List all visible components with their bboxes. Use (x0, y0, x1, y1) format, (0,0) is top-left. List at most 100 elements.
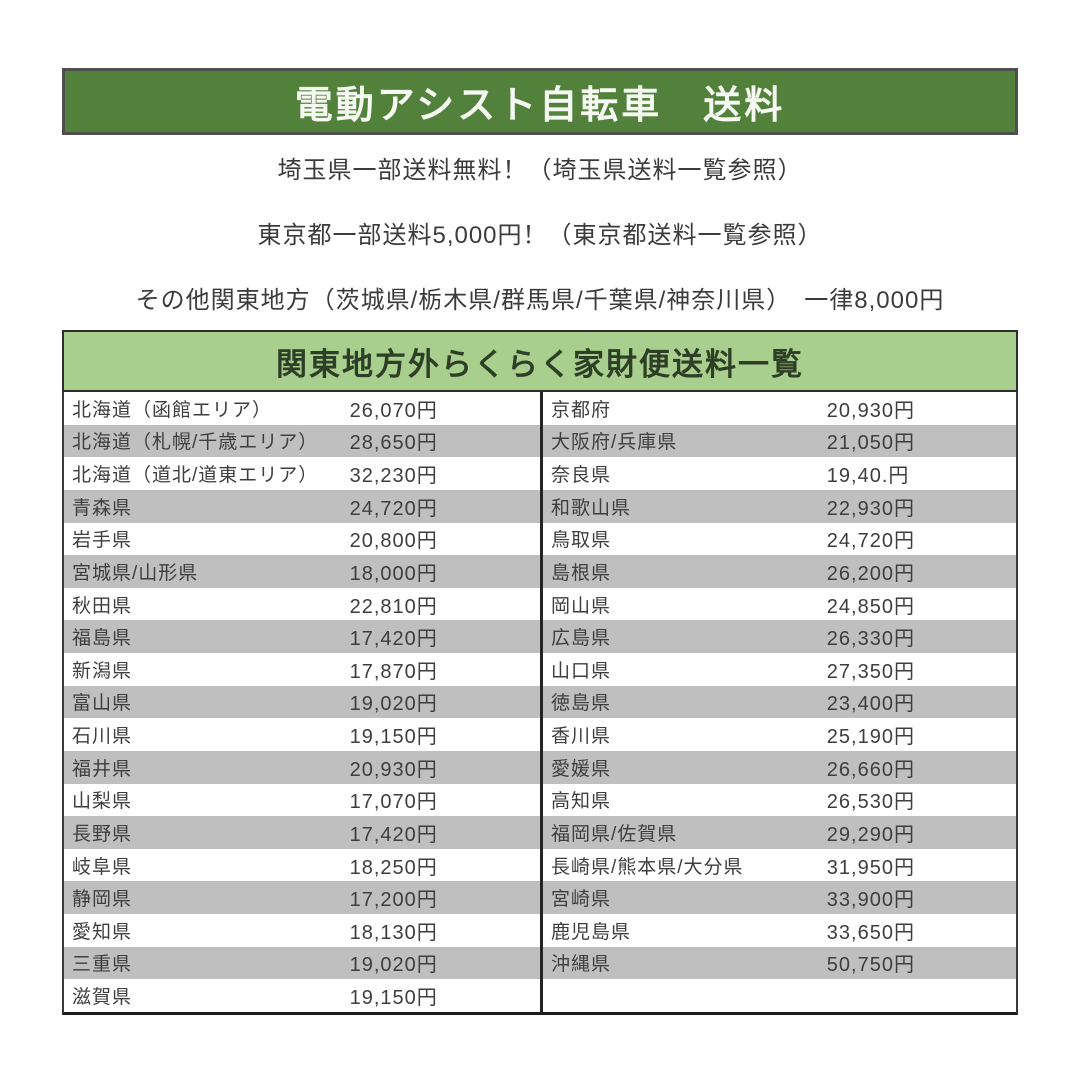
notice-kanto-other: その他関東地方（茨城県/栃木県/群馬県/千葉県/神奈川県） 一律8,000円 (135, 287, 945, 314)
price-value: 26,660円 (826, 758, 915, 781)
price-value: 31,950円 (826, 856, 915, 879)
price-value: 18,250円 (349, 856, 438, 879)
region-label: 宮城県/山形県 (72, 562, 199, 584)
main-header: 電動アシスト自転車 送料 (62, 68, 1018, 135)
region-label: 岩手県 (72, 530, 133, 552)
price-value: 19,40.円 (826, 465, 910, 488)
region-label: 高知県 (551, 791, 612, 813)
region-label: 沖縄県 (551, 954, 612, 976)
table-row: 秋田県 22,810円 (64, 587, 540, 621)
price-value: 17,870円 (349, 660, 438, 683)
table-row: 長崎県/熊本県/大分県 31,950円 (543, 848, 1016, 882)
table-row: 石川県 19,150円 (64, 718, 540, 751)
table-row: 大阪府/兵庫県 21,050円 (543, 424, 1016, 458)
region-label: 福島県 (72, 628, 133, 650)
table-row: 福岡県/佐賀県 29,290円 (543, 816, 1016, 849)
table-row: 岡山県 24,850円 (543, 587, 1016, 621)
table-row: 岩手県 20,800円 (64, 522, 540, 556)
region-label: 愛媛県 (551, 758, 612, 780)
region-label: 北海道（道北/道東エリア） (72, 465, 319, 487)
price-value: 24,850円 (826, 595, 915, 618)
table-right-column: 京都府 20,930円 大阪府/兵庫県 21,050円奈良県 19,40.円和歌山県 22… (540, 392, 1016, 1012)
table-row: 宮崎県 33,900円 (543, 881, 1016, 914)
price-value: 22,810円 (349, 595, 438, 618)
region-label: 岐阜県 (72, 856, 133, 878)
price-value: 26,330円 (826, 628, 915, 651)
region-label: 宮崎県 (551, 889, 612, 911)
region-label: 山梨県 (72, 791, 133, 813)
region-label: 和歌山県 (551, 497, 632, 519)
price-value: 24,720円 (826, 530, 915, 553)
price-value: 22,930円 (826, 497, 915, 520)
price-value: 20,930円 (826, 399, 915, 422)
region-label: 愛知県 (72, 921, 133, 943)
table-title: 関東地方外らくらく家財便送料一覧 (276, 346, 804, 382)
price-value: 24,720円 (349, 497, 438, 520)
table-row: 香川県 25,190円 (543, 718, 1016, 751)
price-value: 20,930円 (349, 758, 438, 781)
region-label: 徳島県 (551, 693, 612, 715)
table-row: 奈良県 19,40.円 (543, 457, 1016, 490)
price-value: 18,000円 (349, 562, 438, 585)
price-value: 20,800円 (349, 530, 438, 553)
price-value: 17,200円 (349, 889, 438, 912)
table-row: 静岡県 17,200円 (64, 881, 540, 914)
region-label: 京都府 (551, 399, 612, 421)
shipping-fee-table: 北海道（函館エリア） 26,070円 北海道（札幌/千歳エリア） 28,650円北海道… (62, 392, 1018, 1015)
region-label: 島根県 (551, 562, 612, 584)
price-value: 19,020円 (349, 693, 438, 716)
region-label: 富山県 (72, 693, 133, 715)
table-row: 滋賀県 19,150円 (64, 979, 540, 1012)
region-label: 香川県 (551, 726, 612, 748)
table-row: 京都府 20,930円 (543, 392, 1016, 425)
price-value: 50,750円 (826, 954, 915, 977)
table-row: 北海道（札幌/千歳エリア） 28,650円 (64, 424, 540, 458)
content-area: 電動アシスト自転車 送料 埼玉県一部送料無料！（埼玉県送料一覧参照） 東京都一部… (62, 68, 1018, 1015)
price-value: 26,200円 (826, 562, 915, 585)
price-value: 18,130円 (349, 921, 438, 944)
page-title: 電動アシスト自転車 送料 (294, 85, 786, 127)
table-row: 長野県 17,420円 (64, 816, 540, 849)
price-value: 28,650円 (349, 432, 438, 455)
price-value: 19,150円 (349, 726, 438, 749)
table-header: 関東地方外らくらく家財便送料一覧 (62, 330, 1018, 392)
region-label: 秋田県 (72, 595, 133, 617)
table-row: 高知県 26,530円 (543, 783, 1016, 817)
price-value: 21,050円 (826, 432, 915, 455)
price-value: 27,350円 (826, 660, 915, 683)
region-label: 新潟県 (72, 660, 133, 682)
table-row: 和歌山県 22,930円 (543, 489, 1016, 523)
price-value: 23,400円 (826, 693, 915, 716)
region-label: 鳥取県 (551, 530, 612, 552)
price-value: 17,420円 (349, 628, 438, 651)
table-row: 鳥取県 24,720円 (543, 522, 1016, 556)
table-row: 鹿児島県 33,650円 (543, 914, 1016, 947)
table-row: 青森県 24,720円 (64, 489, 540, 523)
region-label: 青森県 (72, 497, 133, 519)
price-value: 17,070円 (349, 791, 438, 814)
table-row: 徳島県 23,400円 (543, 685, 1016, 719)
region-label: 山口県 (551, 660, 612, 682)
table-row: 岐阜県 18,250円 (64, 848, 540, 882)
region-label: 北海道（函館エリア） (72, 399, 273, 421)
table-row: 新潟県 17,870円 (64, 653, 540, 686)
table-row: 山梨県 17,070円 (64, 783, 540, 817)
price-value: 29,290円 (826, 823, 915, 846)
region-label: 奈良県 (551, 465, 612, 487)
table-row: 沖縄県 50,750円 (543, 946, 1016, 980)
price-value: 33,650円 (826, 921, 915, 944)
table-row: 富山県 19,020円 (64, 685, 540, 719)
table-row: 福島県 17,420円 (64, 620, 540, 653)
price-value: 26,070円 (349, 399, 438, 422)
table-row: 愛知県 18,130円 (64, 914, 540, 947)
notices-section: 埼玉県一部送料無料！（埼玉県送料一覧参照） 東京都一部送料5,000円！（東京都… (62, 135, 1018, 330)
price-value: 32,230円 (349, 465, 438, 488)
region-label: 石川県 (72, 726, 133, 748)
region-label: 福井県 (72, 758, 133, 780)
table-row: 広島県 26,330円 (543, 620, 1016, 653)
table-row: 島根県 26,200円 (543, 555, 1016, 588)
price-value: 26,530円 (826, 791, 915, 814)
region-label: 福岡県/佐賀県 (551, 823, 678, 845)
price-value: 25,190円 (826, 726, 915, 749)
